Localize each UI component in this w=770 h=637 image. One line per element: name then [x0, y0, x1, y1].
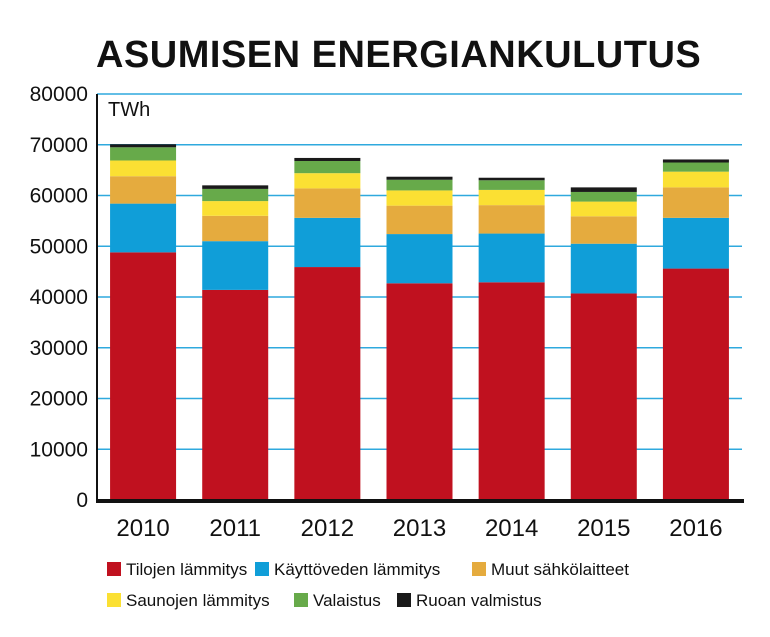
- bar-2015-ruoan-valmistus: [570, 187, 637, 192]
- y-tick-label: 20000: [30, 388, 88, 411]
- legend-label: Muut sähkölaitteet: [491, 560, 629, 579]
- bar-2012-saunojen-lammitys: [294, 173, 361, 189]
- y-tick-label: 10000: [30, 438, 88, 461]
- legend-item-valaistus: Valaistus: [294, 591, 381, 610]
- legend-item-saunojen-lammitys: Saunojen lämmitys: [107, 591, 270, 610]
- y-tick-label: 80000: [30, 83, 88, 106]
- bar-2015-kayttoveden-lammitys: [570, 243, 637, 294]
- bar-2015-saunojen-lammitys: [570, 201, 637, 217]
- bar-2016-ruoan-valmistus: [662, 159, 729, 163]
- legend-swatch: [255, 562, 269, 576]
- x-tick-label: 2016: [669, 515, 722, 542]
- bar-2014-saunojen-lammitys: [478, 189, 545, 206]
- legend-label: Saunojen lämmitys: [126, 591, 270, 610]
- legend-label: Valaistus: [313, 591, 381, 610]
- bar-2010-tilojen-lammitys: [110, 252, 177, 500]
- x-tick-label: 2015: [577, 515, 630, 542]
- bar-2014-valaistus: [478, 180, 545, 190]
- bar-2014-tilojen-lammitys: [478, 282, 545, 500]
- bar-2011-muut-sahkolaitteet: [202, 215, 269, 242]
- bar-2014-muut-sahkolaitteet: [478, 205, 545, 234]
- bar-2011-valaistus: [202, 188, 269, 202]
- bar-2012-kayttoveden-lammitys: [294, 217, 361, 268]
- x-tick-label: 2010: [116, 515, 169, 542]
- bar-2016-kayttoveden-lammitys: [662, 217, 729, 269]
- y-axis-tick-labels: 0 10000 20000 30000 40000 50000 60000 70000 8000…: [30, 83, 88, 512]
- bar-2013-valaistus: [386, 179, 453, 191]
- bar-2010-valaistus: [110, 147, 177, 161]
- bar-2011-kayttoveden-lammitys: [202, 241, 269, 290]
- bar-2013-muut-sahkolaitteet: [386, 205, 453, 235]
- legend-swatch: [472, 562, 486, 576]
- legend-swatch: [294, 593, 308, 607]
- y-tick-label: 50000: [30, 235, 88, 258]
- axes: [96, 94, 744, 503]
- bar-2013-ruoan-valmistus: [386, 176, 453, 180]
- y-tick-label: 40000: [30, 286, 88, 309]
- unit-label: TWh: [108, 99, 150, 121]
- chart-title: ASUMISEN ENERGIANKULUTUS: [96, 34, 702, 76]
- bar-2016-muut-sahkolaitteet: [662, 187, 729, 218]
- y-tick-label: 30000: [30, 337, 88, 360]
- bar-2016-tilojen-lammitys: [662, 268, 729, 500]
- x-tick-label: 2013: [393, 515, 446, 542]
- bar-2011-ruoan-valmistus: [202, 185, 269, 189]
- bar-2016-saunojen-lammitys: [662, 171, 729, 188]
- bar-2014-ruoan-valmistus: [478, 177, 545, 181]
- x-tick-label: 2011: [209, 515, 261, 542]
- legend-item-ruoan-valmistus: Ruoan valmistus: [397, 591, 542, 610]
- bar-2013-tilojen-lammitys: [386, 283, 453, 500]
- legend-label: Käyttöveden lämmitys: [274, 560, 440, 579]
- x-tick-label: 2012: [301, 515, 354, 542]
- bar-2011-saunojen-lammitys: [202, 201, 269, 216]
- bar-2012-valaistus: [294, 160, 361, 174]
- legend: Tilojen lämmitys Käyttöveden lämmitys Muut…: [107, 560, 629, 610]
- bar-2012-muut-sahkolaitteet: [294, 188, 361, 218]
- y-tick-label: 70000: [30, 134, 88, 157]
- bar-2014-kayttoveden-lammitys: [478, 233, 545, 283]
- bar-2015-muut-sahkolaitteet: [570, 216, 637, 244]
- legend-item-muut-sahkolaitteet: Muut sähkölaitteet: [472, 560, 629, 579]
- x-axis-tick-labels: 2010 2011 2012 2013 2014 2015 2016: [116, 515, 722, 542]
- legend-swatch: [107, 593, 121, 607]
- bar-2011-tilojen-lammitys: [202, 289, 269, 500]
- legend-swatch: [107, 562, 121, 576]
- bar-2010-saunojen-lammitys: [110, 160, 177, 177]
- bar-2012-ruoan-valmistus: [294, 157, 361, 161]
- legend-item-tilojen-lammitys: Tilojen lämmitys: [107, 560, 247, 579]
- bar-2012-tilojen-lammitys: [294, 267, 361, 500]
- bar-2015-tilojen-lammitys: [570, 293, 637, 500]
- bar-2013-saunojen-lammitys: [386, 190, 453, 206]
- bar-2010-ruoan-valmistus: [110, 144, 177, 148]
- bar-2013-kayttoveden-lammitys: [386, 234, 453, 284]
- bar-2015-valaistus: [570, 191, 637, 202]
- x-tick-label: 2014: [485, 515, 538, 542]
- bar-2016-valaistus: [662, 162, 729, 172]
- legend-label: Tilojen lämmitys: [126, 560, 247, 579]
- legend-swatch: [397, 593, 411, 607]
- bar-2010-muut-sahkolaitteet: [110, 176, 177, 204]
- legend-item-kayttoveden-lammitys: Käyttöveden lämmitys: [255, 560, 440, 579]
- legend-label: Ruoan valmistus: [416, 591, 542, 610]
- y-tick-label: 0: [76, 489, 88, 512]
- y-tick-label: 60000: [30, 185, 88, 208]
- bar-2010-kayttoveden-lammitys: [110, 203, 177, 253]
- bars: [110, 144, 729, 500]
